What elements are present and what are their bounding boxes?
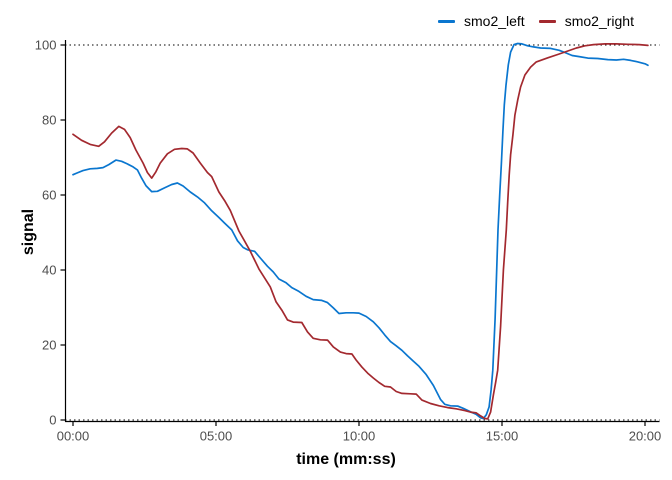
series-line-smo2_left [72,42,649,420]
x-tick-label-15:00: 15:00 [486,429,519,444]
legend-key-line-smo2-right [538,19,556,23]
x-tick-label-05:00: 05:00 [200,429,233,444]
x-tick-label-00:00: 00:00 [57,429,90,444]
y-tick-label-60: 60 [42,188,56,203]
legend-key-line-smo2-left [438,19,455,23]
legend: smo2_left smo2_right [438,12,634,30]
legend-label-smo2-left: smo2_left [464,13,525,29]
x-tick-label-20:00: 20:00 [629,429,662,444]
series-line-smo2_right [72,43,649,420]
y-tick-label-20: 20 [42,338,56,353]
legend-item-smo2-right: smo2_right [538,12,634,30]
y-tick-label-100: 100 [35,38,57,53]
x-tick-label-10:00: 10:00 [343,429,376,444]
x-axis-title: time (mm:ss) [296,451,396,468]
y-axis-title: signal [20,208,38,256]
y-tick-label-40: 40 [42,263,56,278]
legend-label-smo2-right: smo2_right [564,13,634,29]
y-tick-label-0: 0 [49,413,56,428]
y-tick-label-80: 80 [42,113,56,128]
legend-item-smo2-left: smo2_left [438,12,525,30]
